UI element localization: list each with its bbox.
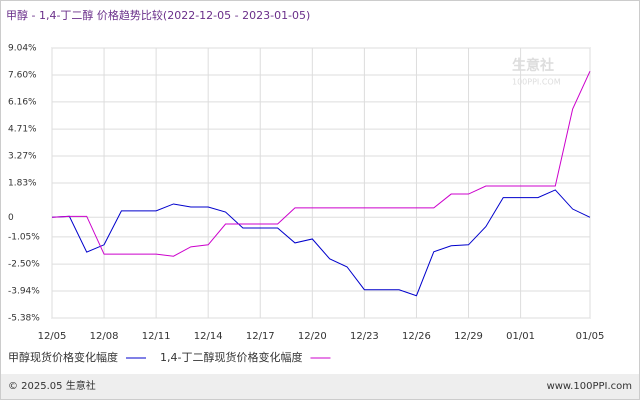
footer-band <box>1 374 639 399</box>
x-tick-label: 12/05 <box>38 331 67 342</box>
x-tick-label: 12/26 <box>402 331 431 342</box>
footer-copyright: © 2025.05 生意社 <box>8 379 96 392</box>
watermark: 生意社 <box>512 57 554 74</box>
y-tick-label: 6.16% <box>8 97 37 107</box>
series-line <box>51 71 591 257</box>
footer-site: www.100PPI.com <box>547 381 632 392</box>
x-tick-label: 12/14 <box>194 331 223 342</box>
y-tick-label: -1.05% <box>8 232 40 242</box>
x-tick-label: 12/11 <box>142 331 171 342</box>
y-tick-label: 4.71% <box>8 125 37 135</box>
y-tick-label: 7.60% <box>8 70 37 80</box>
x-tick-label: 12/20 <box>298 331 327 342</box>
legend-label: 1,4-丁二醇现货价格变化幅度 <box>160 350 302 364</box>
y-tick-label: -5.38% <box>8 314 40 324</box>
y-tick-label: 9.04% <box>8 44 37 54</box>
x-tick-label: 01/05 <box>576 331 605 342</box>
y-tick-label: -3.94% <box>8 287 40 297</box>
legend-label: 甲醇现货价格变化幅度 <box>8 350 118 364</box>
y-tick-label: 0 <box>8 213 14 223</box>
chart-title: 甲醇 - 1,4-丁二醇 价格趋势比较(2022-12-05 - 2023-01… <box>6 8 310 22</box>
x-tick-label: 12/23 <box>350 331 379 342</box>
x-tick-label: 12/29 <box>454 331 483 342</box>
y-tick-label: 3.27% <box>8 152 37 162</box>
watermark-site: 100PPI.COM <box>512 78 561 87</box>
y-tick-label: 1.83% <box>8 179 37 189</box>
x-tick-label: 12/08 <box>90 331 119 342</box>
series-line <box>51 189 591 297</box>
x-tick-label: 12/17 <box>246 331 275 342</box>
x-tick-label: 01/01 <box>506 331 535 342</box>
y-tick-label: -2.50% <box>8 260 40 270</box>
